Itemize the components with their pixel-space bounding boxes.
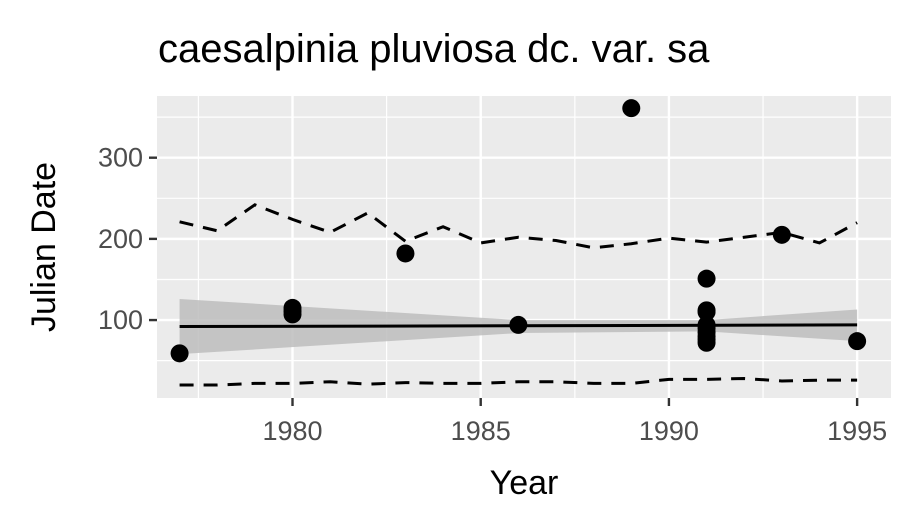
dashed-lines-layer: [179, 203, 858, 387]
points-layer: [170, 99, 867, 363]
data-point: [697, 269, 716, 288]
data-point: [622, 99, 641, 118]
x-axis-title: Year: [490, 464, 559, 502]
x-axis: 1980 1985 1990 1995: [262, 398, 887, 446]
y-tick-label: 200: [98, 224, 143, 254]
data-point: [170, 344, 189, 363]
data-point: [772, 225, 791, 244]
data-point: [697, 302, 716, 321]
data-point: [509, 315, 528, 334]
data-point: [697, 333, 716, 352]
upper-dashed-line: [179, 203, 858, 250]
lower-dashed-line: [179, 377, 858, 387]
chart-title: caesalpinia pluviosa dc. var. sa: [158, 27, 710, 71]
x-tick-label: 1985: [451, 416, 511, 446]
minor-gridlines: [157, 96, 891, 398]
y-axis-title: Julian Date: [25, 162, 63, 332]
x-tick-label: 1995: [827, 416, 887, 446]
data-point: [848, 332, 867, 351]
x-tick-label: 1990: [639, 416, 699, 446]
data-point: [283, 298, 302, 317]
y-tick-label: 300: [98, 143, 143, 173]
data-point: [396, 244, 415, 263]
plot-panel: [157, 96, 891, 398]
x-tick-label: 1980: [262, 416, 322, 446]
y-axis: 100 200 300: [98, 143, 157, 335]
y-tick-label: 100: [98, 305, 143, 335]
